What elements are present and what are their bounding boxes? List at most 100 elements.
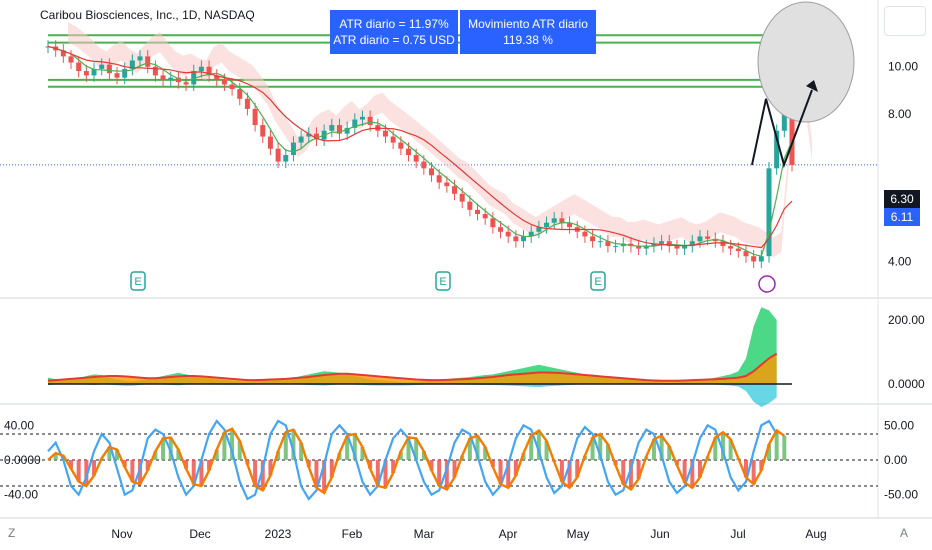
time-axis-label: Feb (342, 527, 363, 541)
atr-movement-value: 119.38 % (503, 33, 553, 47)
candle-body (475, 209, 481, 215)
candle-body (122, 68, 128, 78)
candle-body (344, 127, 350, 134)
candle-body (168, 77, 174, 80)
indicator2-histogram-bar (268, 460, 273, 476)
atr-movement-label: Movimiento ATR diario (468, 17, 588, 31)
indicator2-histogram-bar (690, 460, 695, 488)
indicator2-histogram-bar (628, 460, 633, 490)
indicator2-histogram-bar (322, 460, 327, 493)
indicator2-right-axis-label: 0.00 (884, 453, 908, 467)
candle-body (244, 98, 250, 109)
candle-body (267, 136, 273, 149)
indicator2-slow-line (47, 427, 786, 495)
time-axis-label: Jun (650, 527, 669, 541)
candle-body (398, 142, 404, 149)
atr-box-right: Movimiento ATR diario 119.38 % (460, 10, 596, 54)
candle-body (91, 68, 97, 76)
candle-body (275, 148, 281, 162)
indicator2-histogram-bar (498, 460, 503, 485)
candle-body (221, 79, 227, 85)
candle-body (60, 50, 66, 57)
symbol-title: Caribou Biosciences, Inc., 1D, NASDAQ (40, 8, 255, 22)
candle-body (781, 106, 787, 131)
indicator2-histogram-bar (444, 460, 449, 490)
current-price-tag: 6.30 (884, 190, 920, 208)
candle-body (283, 155, 289, 162)
candle-body (175, 77, 181, 83)
indicator-panel-1[interactable] (47, 307, 792, 408)
candle-body (444, 182, 450, 187)
indicator2-histogram-bar (782, 435, 787, 460)
candle-body (682, 246, 688, 249)
candle-body (129, 60, 135, 69)
time-axis-label: 2023 (265, 527, 292, 541)
indicator2-histogram-bar (138, 460, 143, 485)
event-marker (758, 275, 776, 293)
candle-body (260, 125, 266, 137)
candle-body (152, 66, 158, 76)
candle-body (628, 243, 634, 247)
earnings-marker (130, 271, 146, 291)
candle-body (76, 62, 82, 72)
candle-body (743, 251, 749, 257)
indicator2-histogram-bar (529, 435, 534, 460)
candle-body (551, 218, 557, 223)
moving-average-slow (47, 45, 793, 249)
indicator2-histogram-bar (145, 460, 150, 471)
indicator2-histogram-bar (713, 437, 718, 460)
indicator2-histogram-bar (69, 460, 74, 469)
candle-body (521, 236, 527, 242)
time-axis-label: May (567, 527, 590, 541)
indicator2-histogram-bar (598, 434, 603, 460)
indicator2-histogram-bar (383, 460, 388, 488)
indicator2-histogram-bar (774, 430, 779, 460)
indicator2-left-axis-label: 40.00 (4, 418, 34, 432)
candle-body (590, 236, 596, 242)
indicator2-histogram-bar (605, 444, 610, 460)
chart-settings-button[interactable] (884, 6, 926, 36)
corner-label-a[interactable]: A (900, 526, 909, 540)
candle-body (137, 56, 143, 61)
candle-body (145, 56, 151, 67)
indicator2-histogram-bar (621, 460, 626, 485)
earnings-marker-label: E (439, 276, 446, 288)
indicator2-histogram-bar (513, 460, 518, 476)
indicator2-histogram-bar (490, 460, 495, 467)
indicator1-signal-line (47, 352, 778, 382)
candle-body (597, 241, 603, 243)
candle-body (643, 246, 649, 249)
indicator2-histogram-bar (682, 460, 687, 483)
indicator2-histogram-bar (751, 460, 756, 485)
candle-body (536, 227, 542, 232)
indicator1-area-upper (48, 307, 777, 384)
price-panel[interactable] (0, 22, 878, 268)
candle-body (436, 175, 442, 183)
indicator2-histogram-bar (107, 447, 112, 460)
candle-body (467, 201, 473, 210)
indicator2-histogram-bar (53, 453, 58, 460)
candle-body (421, 161, 427, 169)
indicator2-histogram-bar (122, 460, 127, 467)
candle-body (758, 256, 764, 262)
corner-label-z[interactable]: Z (8, 526, 16, 540)
indicator2-histogram-bar (437, 460, 442, 486)
indicator2-histogram-bar (651, 439, 656, 460)
candle-body (651, 243, 657, 247)
candle-body (513, 236, 519, 242)
candle-body (413, 155, 419, 162)
candle-body (728, 246, 734, 249)
candle-body (636, 246, 642, 249)
indicator-panel-2[interactable] (0, 419, 878, 501)
indicator2-histogram-bar (368, 460, 373, 469)
indicator2-histogram-bar (536, 430, 541, 460)
candle-body (198, 66, 204, 72)
candle-body (405, 148, 411, 156)
indicator2-right-axis-label: 50.00 (884, 418, 914, 432)
candle-body (705, 236, 711, 239)
candle-body (735, 248, 741, 252)
candle-body (336, 125, 342, 134)
candle-body (582, 231, 588, 237)
candle-body (528, 231, 534, 237)
